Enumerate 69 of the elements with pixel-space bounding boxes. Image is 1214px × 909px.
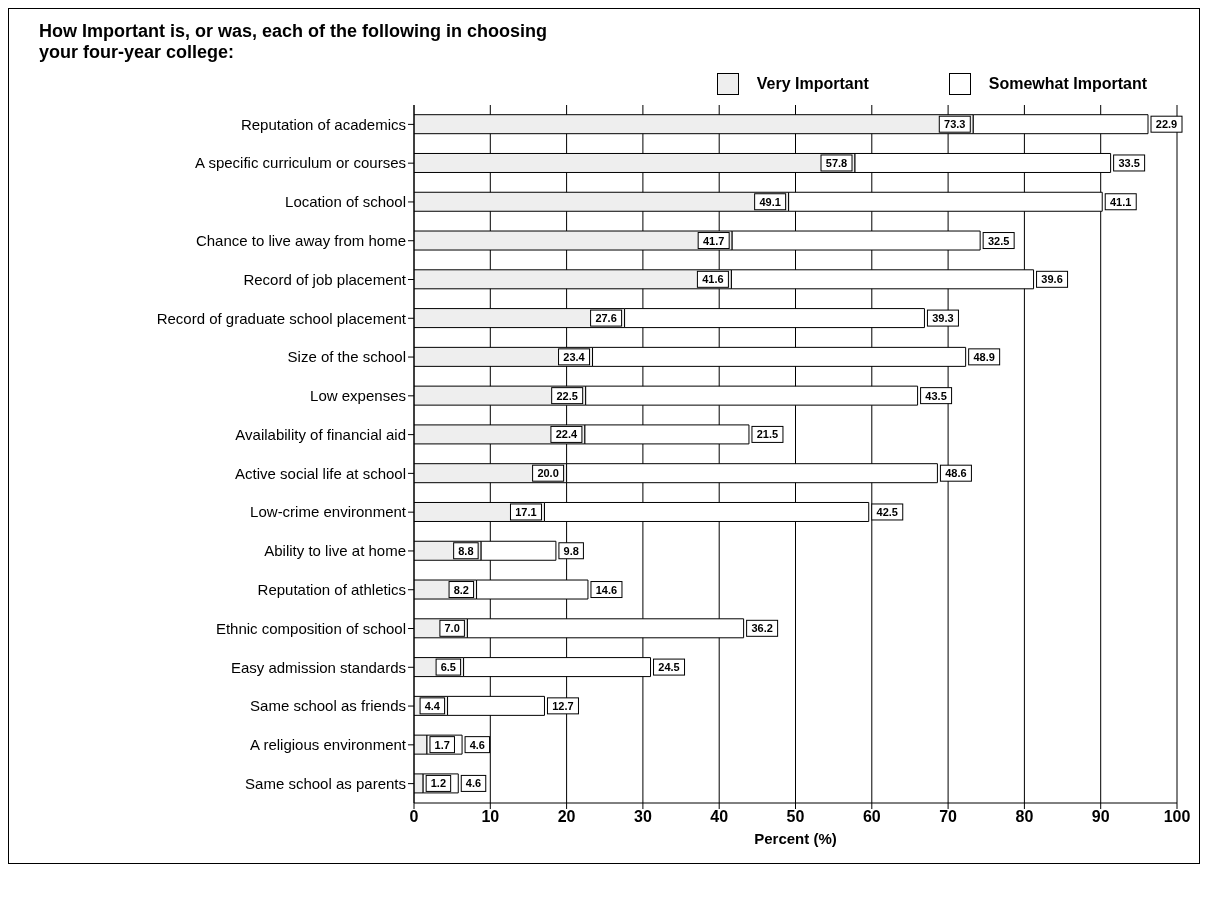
chart-title: How Important is, or was, each of the following in choosing your four-year college: (38, 20, 549, 63)
data-label: 1.2 (430, 777, 447, 790)
y-tick-label: A religious environment (250, 736, 407, 754)
y-tick-label: A specific curriculum or courses (195, 154, 406, 172)
data-label: 12.7 (552, 699, 574, 712)
data-label: 23.4 (563, 350, 586, 363)
y-tick-label: Same school as parents (245, 774, 406, 792)
x-tick-label: 40 (710, 808, 729, 826)
y-tick-label: Reputation of athletics (257, 581, 406, 599)
y-tick-label: Chance to live away from home (195, 232, 406, 250)
x-tick-label: 100 (1163, 808, 1191, 826)
data-label: 57.8 (825, 156, 848, 169)
y-tick-label: Ethnic composition of school (215, 619, 406, 637)
data-label: 39.6 (1041, 273, 1063, 286)
data-label: 1.7 (434, 738, 450, 751)
data-label: 49.1 (759, 195, 781, 208)
y-tick-label: Ability to live at home (264, 542, 406, 560)
data-label: 32.5 (987, 234, 1010, 247)
x-axis-title: Percent (%) (754, 829, 837, 847)
data-label: 4.6 (469, 738, 485, 751)
data-label: 20.0 (537, 467, 559, 480)
data-label: 22.4 (555, 428, 578, 441)
data-label: 4.6 (465, 777, 482, 790)
legend-label: Somewhat Important (987, 74, 1147, 94)
data-label: 73.3 (944, 118, 966, 131)
data-label: 48.9 (973, 350, 995, 363)
data-label: 42.5 (876, 505, 898, 518)
y-tick-label: Low expenses (310, 387, 406, 405)
data-label: 48.6 (945, 467, 967, 480)
data-label: 22.9 (1155, 118, 1178, 131)
data-label: 41.6 (702, 273, 724, 286)
data-label: 4.4 (424, 699, 441, 712)
x-tick-label: 20 (557, 808, 576, 826)
y-tick-label: Record of job placement (243, 270, 407, 288)
y-tick-label: Record of graduate school placement (156, 309, 407, 327)
x-tick-label: 60 (862, 808, 881, 826)
data-label: 24.5 (658, 661, 680, 674)
data-label: 14.6 (595, 583, 618, 596)
data-label: 6.5 (440, 661, 456, 674)
data-label: 17.1 (515, 505, 537, 518)
x-tick-label: 30 (634, 808, 652, 826)
data-label: 41.7 (702, 234, 725, 247)
y-tick-label: Size of the school (287, 348, 406, 366)
data-label: 9.8 (563, 544, 579, 557)
x-tick-label: 0 (409, 808, 419, 826)
x-tick-label: 80 (1015, 808, 1034, 826)
data-label: 21.5 (756, 428, 779, 441)
data-label: 22.5 (556, 389, 578, 402)
data-label: 27.6 (595, 312, 617, 325)
data-label: 7.0 (444, 622, 460, 635)
y-tick-label: Reputation of academics (240, 115, 406, 133)
y-tick-label: Availability of financial aid (235, 425, 406, 443)
x-tick-label: 70 (939, 808, 958, 826)
data-label: 39.3 (932, 312, 954, 325)
data-label: 41.1 (1110, 195, 1132, 208)
y-tick-label: Same school as friends (250, 697, 406, 715)
y-tick-label: Easy admission standards (230, 658, 406, 676)
x-tick-label: 90 (1091, 808, 1110, 826)
data-label: 36.2 (751, 622, 773, 635)
y-tick-label: Low-crime environment (250, 503, 407, 521)
x-tick-label: 50 (786, 808, 805, 826)
data-label: 8.2 (453, 583, 469, 596)
data-label: 43.5 (925, 389, 947, 402)
data-label: 8.8 (458, 544, 474, 557)
data-label: 33.5 (1118, 156, 1140, 169)
y-tick-label: Location of school (285, 193, 406, 211)
y-tick-label: Active social life at school (235, 464, 406, 482)
x-tick-label: 10 (481, 808, 500, 826)
legend-label: Very Important (755, 74, 869, 94)
